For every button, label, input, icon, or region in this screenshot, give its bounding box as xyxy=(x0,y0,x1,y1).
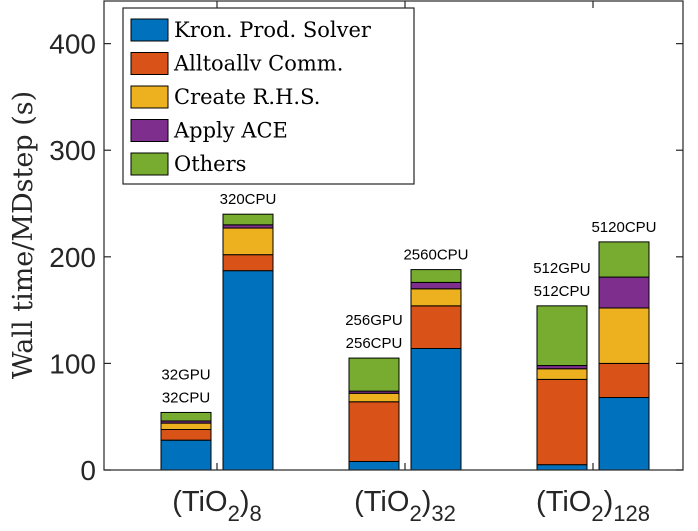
bar-label-cpu: 32CPU xyxy=(162,389,210,406)
legend-label: Apply ACE xyxy=(173,119,288,143)
bar-segment-kron-prod-solver xyxy=(348,460,400,471)
bar-segment-alltoallv-comm xyxy=(222,254,274,272)
bar-segment-others xyxy=(222,213,274,226)
legend-swatch xyxy=(130,152,169,176)
legend-label: Others xyxy=(174,152,246,176)
bar-segment-alltoallv-comm xyxy=(536,378,588,466)
bar-label-cpu: 5120CPU xyxy=(591,219,656,236)
bar-segment-alltoallv-comm xyxy=(410,305,462,349)
bar-segment-kron-prod-solver xyxy=(536,464,588,471)
y-axis-label: Wall time/MDstep (s) xyxy=(8,91,39,379)
y-tick-label: 100 xyxy=(49,348,96,379)
legend-swatch xyxy=(130,85,169,109)
bar-segment-kron-prod-solver xyxy=(598,397,650,471)
bar-segment-kron-prod-solver xyxy=(410,347,462,471)
bar-segment-others xyxy=(536,305,588,367)
y-tick-label: 300 xyxy=(49,135,96,166)
bar-segment-create-r-h-s xyxy=(598,307,650,364)
y-tick-label: 200 xyxy=(49,242,96,273)
bar-segment-kron-prod-solver xyxy=(160,439,212,471)
legend-swatch xyxy=(130,18,169,42)
bar-segment-others xyxy=(160,411,212,422)
bar-segment-create-r-h-s xyxy=(160,422,212,430)
legend-label: Create R.H.S. xyxy=(174,85,320,109)
bar-label-gpu: 512GPU xyxy=(533,260,591,277)
plot-frame xyxy=(103,0,684,471)
bar-label-cpu: 2560CPU xyxy=(403,247,468,264)
y-tick-label: 400 xyxy=(49,29,96,60)
bar-segment-create-r-h-s xyxy=(536,368,588,380)
bar-segment-others xyxy=(598,241,650,278)
bar-segment-kron-prod-solver xyxy=(222,270,274,471)
bar-segment-alltoallv-comm xyxy=(160,428,212,441)
legend: Kron. Prod. Solver Alltoallv Comm. Create … xyxy=(122,7,415,185)
legend-label: Kron. Prod. Solver xyxy=(174,18,372,42)
bar-segment-apply-ace xyxy=(410,281,462,290)
bar-segment-create-r-h-s xyxy=(410,288,462,307)
bar-annotations: 32CPU 32GPU 320CPU 256CPU 256GPU 2560CPU 512CP… xyxy=(161,191,656,406)
x-tick-label: (TiO2)128 xyxy=(536,486,650,526)
legend-swatch xyxy=(130,119,169,142)
bar-label-cpu: 320CPU xyxy=(220,191,277,208)
bar-label-cpu: 512CPU xyxy=(534,283,591,300)
y-axis: 0 100 200 300 400 xyxy=(49,29,683,486)
bar-segment-alltoallv-comm xyxy=(348,401,400,462)
bar-segment-apply-ace xyxy=(598,276,650,309)
x-tick-label: (TiO2)32 xyxy=(354,486,456,526)
bar-label-gpu: 32GPU xyxy=(161,366,210,383)
bar-segment-create-r-h-s xyxy=(348,392,400,403)
legend-label: Alltoallv Comm. xyxy=(173,52,343,76)
bar-segment-others xyxy=(410,269,462,283)
x-axis: (TiO2)8 (TiO2)32 (TiO2)128 xyxy=(172,1,650,526)
bars-layer xyxy=(160,213,650,471)
bar-label-gpu: 256GPU xyxy=(345,312,403,329)
bar-segment-create-r-h-s xyxy=(222,227,274,256)
bar-label-cpu: 256CPU xyxy=(346,335,403,352)
y-tick-label: 0 xyxy=(80,455,96,486)
bar-segment-alltoallv-comm xyxy=(598,362,650,399)
legend-swatch xyxy=(130,52,169,75)
legend-box xyxy=(122,7,415,185)
bar-segment-others xyxy=(348,357,400,392)
x-tick-label: (TiO2)8 xyxy=(172,486,261,526)
